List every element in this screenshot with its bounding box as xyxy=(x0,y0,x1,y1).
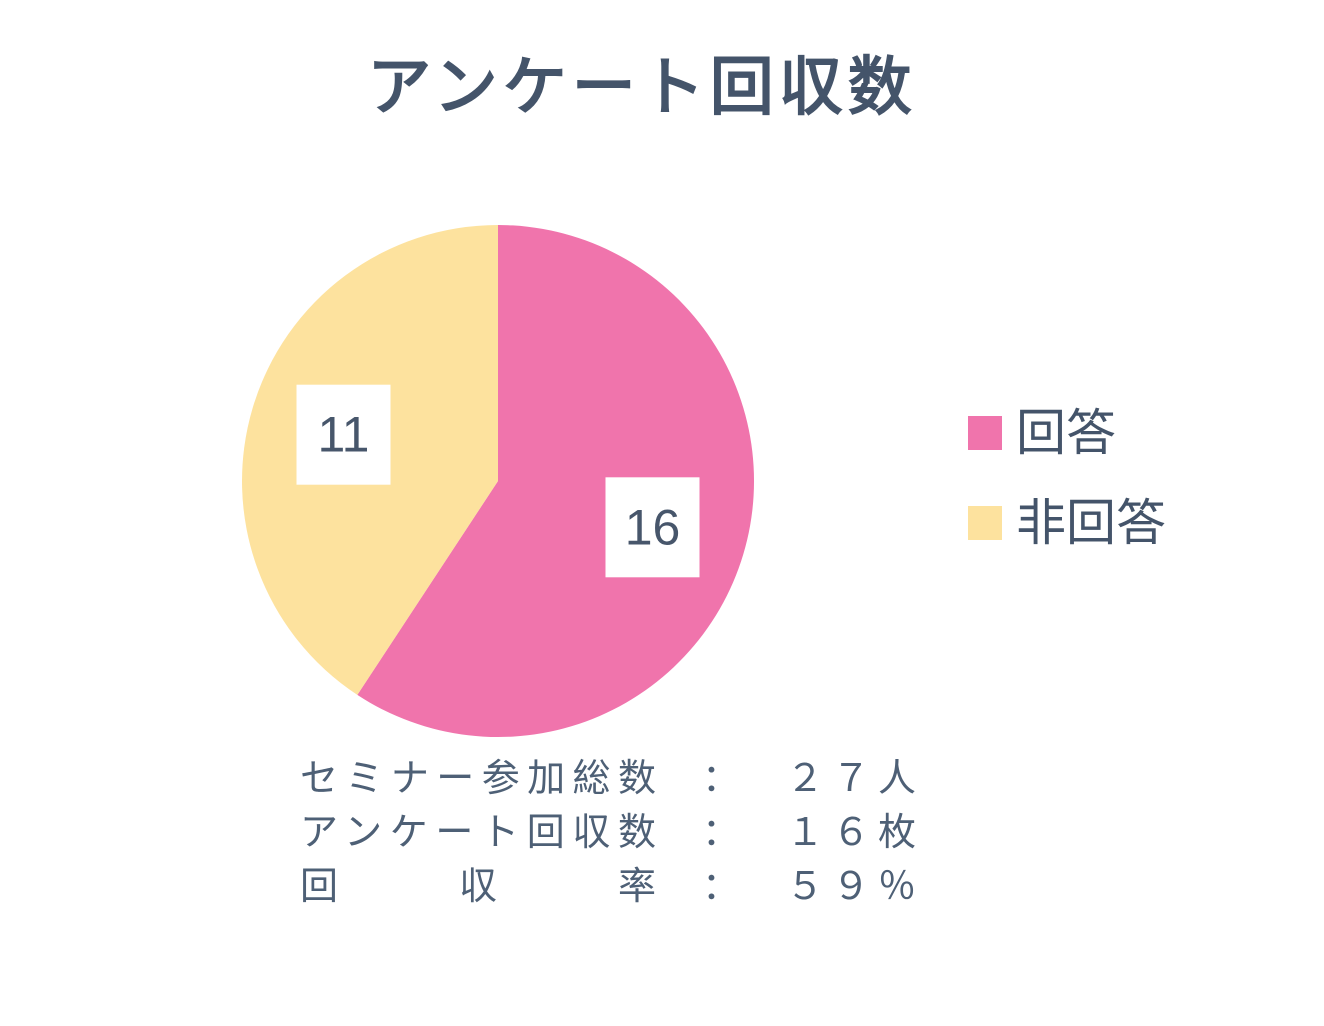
stat-colon: ： xyxy=(701,866,740,908)
stat-row-rate: 回収率 ： ５９％ xyxy=(300,860,924,914)
pie-data-label-非回答: 11 xyxy=(318,407,370,463)
legend: 回答 非回答 xyxy=(968,408,1166,548)
stat-label: セミナー参加総数 xyxy=(300,758,656,800)
stat-value: ５９％ xyxy=(786,866,925,908)
stat-row-collected: アンケート回収数 ： １６枚 xyxy=(300,806,924,860)
legend-label-unanswered: 非回答 xyxy=(1016,495,1166,551)
stats-block: セミナー参加総数 ： ２７人 アンケート回収数 ： １６枚 回収率 ： ５９％ xyxy=(300,752,924,914)
legend-label-answered: 回答 xyxy=(1016,405,1116,461)
legend-item-unanswered: 非回答 xyxy=(968,498,1166,548)
pie-slice-回答 xyxy=(357,225,755,737)
stat-value: １６枚 xyxy=(786,812,925,854)
legend-item-answered: 回答 xyxy=(968,408,1166,458)
legend-swatch-answered xyxy=(968,416,1002,450)
stat-value: ２７人 xyxy=(786,758,925,800)
pie-chart: 16 11 xyxy=(238,221,758,741)
chart-title: アンケート回収数 xyxy=(367,51,917,123)
legend-swatch-unanswered xyxy=(968,506,1002,540)
pie-data-label-box-回答 xyxy=(605,477,700,578)
stat-label: アンケート回収数 xyxy=(300,812,656,854)
pie-data-label-回答: 16 xyxy=(625,499,681,555)
pie-data-label-box-非回答 xyxy=(296,384,391,485)
stat-colon: ： xyxy=(701,812,740,854)
stat-row-participants: セミナー参加総数 ： ２７人 xyxy=(300,752,924,806)
stat-colon: ： xyxy=(701,758,740,800)
stat-label: 回収率 xyxy=(300,866,656,908)
